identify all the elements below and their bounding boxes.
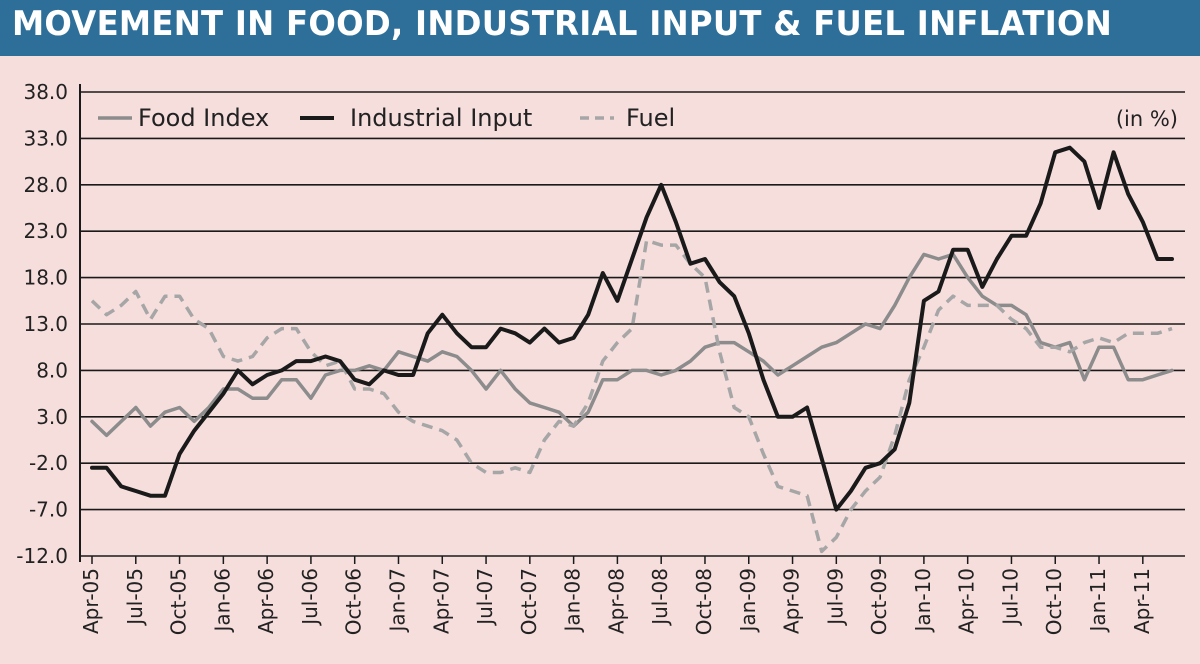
x-tick-label: Apr-11 — [1130, 568, 1154, 634]
x-tick-label: Apr-09 — [780, 568, 804, 634]
x-tick-label: Jan-10 — [911, 568, 935, 634]
x-tick-label: Oct-10 — [1042, 568, 1066, 635]
y-tick-label: 28.0 — [23, 173, 68, 197]
title-banner: MOVEMENT IN FOOD, INDUSTRIAL INPUT & FUE… — [0, 0, 1200, 56]
x-tick-label: Apr-08 — [604, 568, 628, 634]
x-tick-label: Jul-08 — [648, 568, 672, 627]
x-tick-label: Jul-05 — [123, 568, 147, 627]
y-tick-label: 33.0 — [23, 126, 68, 150]
legend: Food Index Industrial Input Fuel — [98, 104, 675, 132]
y-tick-label: 13.0 — [23, 312, 68, 336]
x-tick-label: Apr-06 — [254, 568, 278, 634]
x-tick-label: Jul-06 — [298, 568, 322, 627]
y-tick-label: -12.0 — [16, 544, 68, 568]
x-axis: Apr-05 Jul-05 Oct-05 Jan-06 Apr-06 Jul-06 Oct-… — [79, 556, 1154, 635]
series-lines — [90, 145, 1174, 554]
y-tick-label: 8.0 — [36, 358, 68, 382]
y-axis-ticks: 38.0 33.0 28.0 23.0 18.0 13.0 8.0 3.0 -2.0 -7.0 -1… — [16, 80, 68, 568]
x-tick-label: Apr-10 — [955, 568, 979, 634]
series-line-food-index — [90, 252, 1174, 438]
y-tick-label: 23.0 — [23, 219, 68, 243]
legend-label: Food Index — [138, 104, 269, 132]
y-tick-label: 18.0 — [23, 266, 68, 290]
x-tick-label: Apr-05 — [79, 568, 103, 634]
x-tick-label: Jul-10 — [998, 568, 1022, 627]
line-chart: 38.0 33.0 28.0 23.0 18.0 13.0 8.0 3.0 -2.0 -7.0 -1… — [16, 80, 1185, 635]
chart-title: MOVEMENT IN FOOD, INDUSTRIAL INPUT & FUE… — [12, 4, 1113, 44]
x-tick-label: Jan-06 — [210, 568, 234, 634]
y-tick-label: -7.0 — [29, 498, 68, 522]
x-tick-label: Oct-09 — [867, 568, 891, 635]
x-tick-label: Jul-09 — [823, 568, 847, 627]
x-tick-label: Jan-07 — [385, 568, 409, 634]
x-tick-label: Apr-07 — [429, 568, 453, 634]
y-tick-label: 3.0 — [36, 405, 68, 429]
gridlines — [79, 84, 1185, 562]
y-tick-label: -2.0 — [29, 451, 68, 475]
unit-note: (in %) — [1116, 107, 1178, 131]
series-line-fuel — [90, 238, 1173, 554]
x-tick-label: Oct-07 — [517, 568, 541, 635]
legend-label: Fuel — [626, 104, 675, 132]
series-line-industrial-input — [90, 145, 1174, 512]
legend-label: Industrial Input — [350, 104, 532, 132]
x-tick-label: Oct-06 — [342, 568, 366, 635]
x-tick-label: Jan-11 — [1086, 568, 1110, 634]
y-tick-label: 38.0 — [23, 80, 68, 104]
x-tick-label: Oct-08 — [692, 568, 716, 635]
x-tick-label: Jan-09 — [736, 568, 760, 634]
x-tick-label: Oct-05 — [167, 568, 191, 635]
x-tick-label: Jan-08 — [561, 568, 585, 634]
x-tick-label: Jul-07 — [473, 568, 497, 627]
